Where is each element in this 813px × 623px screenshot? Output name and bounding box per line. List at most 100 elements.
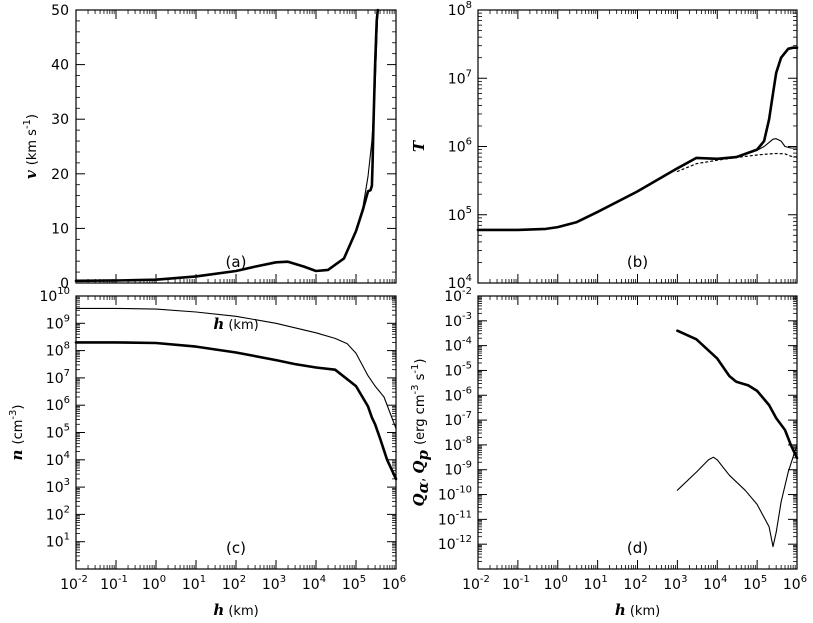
y-tick-label: 10-12 <box>438 534 472 553</box>
series-thin-line <box>735 138 798 158</box>
y-axis-unit: (cm <box>11 420 26 445</box>
y-axis-unit-end: ) <box>25 114 40 119</box>
y-tick-label: 108 <box>448 0 472 19</box>
x-tick-label-exp: 3 <box>681 574 687 585</box>
y-tick-label: 10-6 <box>444 385 472 404</box>
x-tick-label-base: 10 <box>142 577 160 593</box>
y-tick-label: 30 <box>51 112 69 128</box>
y-tick-label: 10-11 <box>438 509 472 528</box>
y-tick-label-exp: -10 <box>456 485 472 496</box>
y-tick-label-exp: 6 <box>466 137 472 148</box>
y-tick-label-base: 10 <box>46 316 64 332</box>
y-tick-label-base: 10 <box>46 535 64 551</box>
y-ticks <box>478 9 797 284</box>
x-tick-label: 101 <box>182 574 206 593</box>
plot-frame <box>75 9 397 284</box>
y-tick-label-exp: 4 <box>466 273 472 284</box>
y-tick-label-exp: -6 <box>462 385 472 396</box>
x-tick-label: 106 <box>382 574 406 593</box>
y-tick-label-exp: 4 <box>64 450 70 461</box>
x-tick-label-base: 10 <box>382 577 400 593</box>
y-axis-label: v (km s-1) <box>21 114 40 179</box>
x-tick-label-base: 10 <box>743 577 761 593</box>
y-tick-label: 10-2 <box>444 286 472 305</box>
y-tick-label-exp: -4 <box>462 336 472 347</box>
x-tick-label-exp: 4 <box>320 574 326 585</box>
y-tick-label: 10-9 <box>444 460 472 479</box>
y-tick-label: 10-8 <box>444 435 472 454</box>
y-tick-label-exp: -11 <box>456 509 472 520</box>
y-tick-label-base: 10 <box>448 140 466 156</box>
x-tick-label-base: 10 <box>462 577 480 593</box>
y-tick-label-exp: 9 <box>64 313 70 324</box>
x-ticks <box>75 10 397 283</box>
y-tick-label-exp: -5 <box>462 360 472 371</box>
y-tick-label-exp: 7 <box>64 368 70 379</box>
x-axis-label: h (km) <box>615 601 660 619</box>
y-tick-label: 105 <box>448 205 472 224</box>
y-tick-label-base: 10 <box>46 344 64 360</box>
x-tick-label-base: 10 <box>783 577 801 593</box>
y-axis-label: n (cm-3) <box>7 405 26 461</box>
y-axis-sep: , <box>413 474 428 482</box>
y-tick-label: 50 <box>51 3 69 19</box>
x-tick-label: 102 <box>222 574 246 593</box>
x-tick-label: 105 <box>342 574 366 593</box>
y-ticks <box>76 295 396 570</box>
panel-label: (c) <box>226 539 246 557</box>
y-tick-label-exp: 1 <box>64 532 70 543</box>
y-tick-label-base: 10 <box>448 208 466 224</box>
series-thin-line <box>676 444 798 548</box>
x-tick-label: 106 <box>783 574 807 593</box>
y-axis-var: T <box>410 139 428 152</box>
y-tick-label-exp: 8 <box>64 341 70 352</box>
series-thin-line <box>75 307 397 430</box>
x-tick-label-base: 10 <box>302 577 320 593</box>
x-tick-label-exp: 0 <box>561 574 567 585</box>
y-axis-unit-end: ) <box>11 405 26 410</box>
y-tick-label: 20 <box>51 167 69 183</box>
x-tick-label-exp: -2 <box>78 574 88 585</box>
y-axis-sub-p: p <box>414 449 432 460</box>
series-dotted-line <box>676 152 798 173</box>
y-tick-label-base: 10 <box>444 438 462 454</box>
x-tick-label-exp: 2 <box>240 574 246 585</box>
y-tick-label-exp: 5 <box>64 423 70 434</box>
x-axis-unit: (km) <box>626 604 660 619</box>
y-tick-label: 10-10 <box>438 485 472 504</box>
panel-d: 10-1210-1110-1010-910-810-710-610-510-41… <box>410 286 807 619</box>
y-axis-unit-end: ) <box>413 359 428 364</box>
x-tick-label-base: 10 <box>342 577 360 593</box>
y-tick-label: 108 <box>46 341 70 360</box>
y-tick-label: 109 <box>46 313 70 332</box>
x-tick-label-exp: 5 <box>360 574 366 585</box>
y-tick-label: 10-7 <box>444 410 472 429</box>
y-tick-label: 40 <box>51 58 69 74</box>
y-axis-unit-mid: s <box>413 373 428 384</box>
x-tick-label: 10-2 <box>60 574 88 593</box>
y-tick-label-exp: -2 <box>462 286 472 297</box>
x-axis-label: h (km) <box>213 315 258 333</box>
x-tick-label-base: 10 <box>182 577 200 593</box>
y-tick-label-exp: 2 <box>64 504 70 515</box>
x-tick-label: 104 <box>703 574 727 593</box>
y-tick-label-base: 10 <box>444 289 462 305</box>
panel-label: (a) <box>226 253 247 271</box>
y-tick-label: 107 <box>46 368 70 387</box>
x-tick-label-exp: -1 <box>118 574 128 585</box>
y-axis-unit: (km s <box>25 129 40 165</box>
x-tick-label: 101 <box>584 574 608 593</box>
x-axis-var: h <box>213 315 224 333</box>
x-tick-label-base: 10 <box>222 577 240 593</box>
x-tick-label: 10-2 <box>462 574 490 593</box>
y-tick-label-base: 10 <box>448 71 466 87</box>
y-tick-label: 105 <box>46 423 70 442</box>
x-tick-label-base: 10 <box>100 577 118 593</box>
y-tick-label-base: 10 <box>46 426 64 442</box>
y-tick-label: 107 <box>448 68 472 87</box>
y-tick-label: 10 <box>51 221 69 237</box>
y-tick-label: 106 <box>448 137 472 156</box>
plot-frame <box>477 295 798 570</box>
